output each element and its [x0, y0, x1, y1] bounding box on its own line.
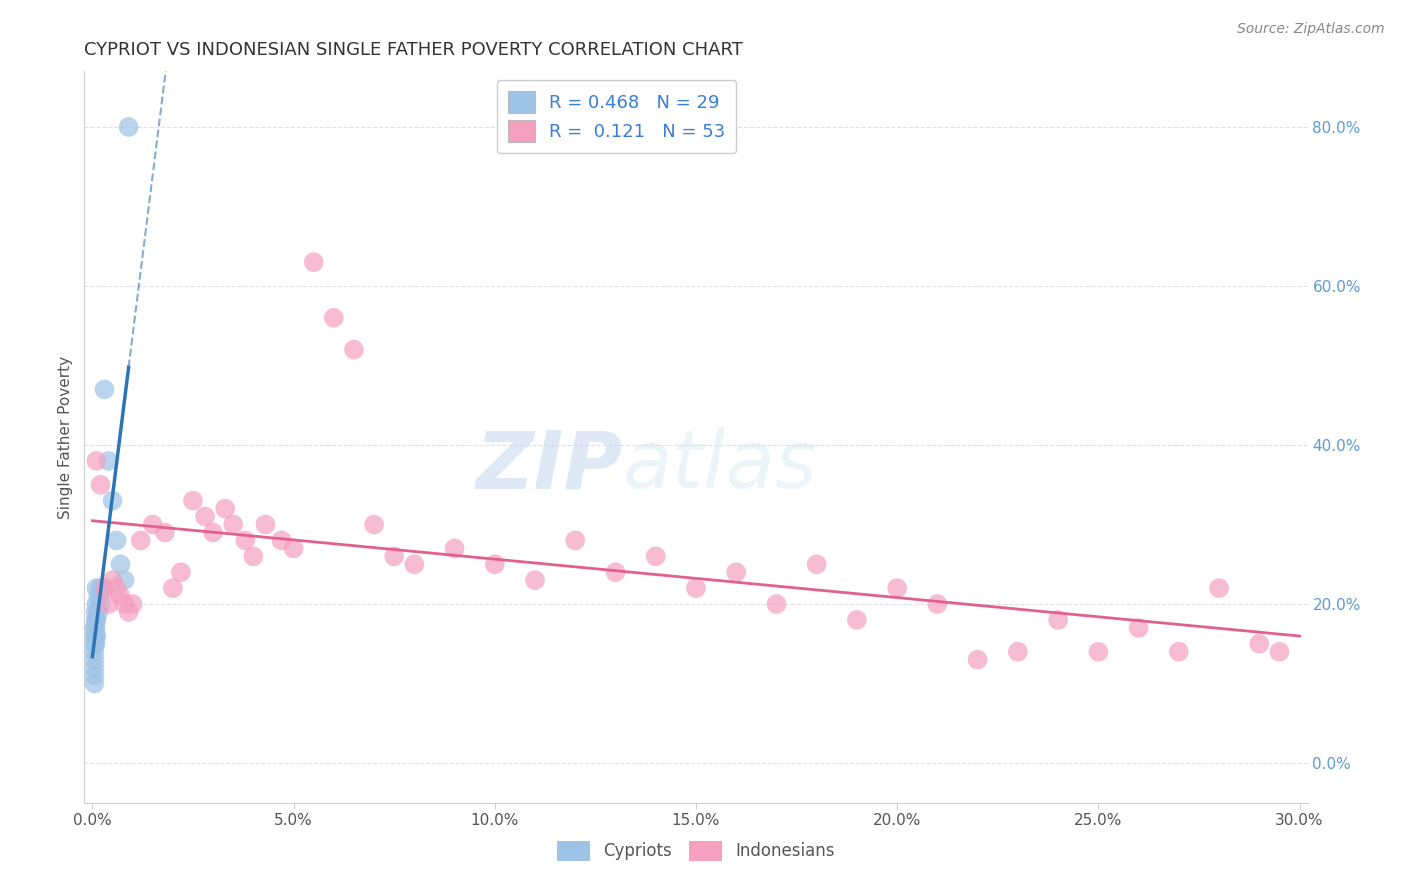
Point: [404, 558, 426, 572]
Point: [121, 597, 143, 611]
Point: [927, 597, 949, 611]
Point: [233, 533, 256, 548]
Point: [322, 310, 344, 325]
Point: [363, 517, 385, 532]
Point: [270, 533, 292, 548]
Point: [89, 581, 111, 595]
Text: CYPRIOT VS INDONESIAN SINGLE FATHER POVERTY CORRELATION CHART: CYPRIOT VS INDONESIAN SINGLE FATHER POVE…: [84, 41, 744, 59]
Point: [254, 517, 277, 532]
Point: [343, 343, 366, 357]
Text: Source: ZipAtlas.com: Source: ZipAtlas.com: [1237, 22, 1385, 37]
Point: [524, 573, 547, 587]
Point: [83, 668, 105, 682]
Text: atlas: atlas: [623, 427, 817, 506]
Point: [105, 533, 128, 548]
Point: [97, 597, 120, 611]
Point: [222, 517, 245, 532]
Point: [117, 605, 139, 619]
Point: [142, 517, 165, 532]
Point: [1167, 645, 1189, 659]
Point: [685, 581, 707, 595]
Point: [83, 676, 105, 690]
Point: [484, 558, 506, 572]
Point: [242, 549, 264, 564]
Point: [181, 493, 204, 508]
Point: [87, 605, 110, 619]
Point: [806, 558, 828, 572]
Point: [83, 621, 105, 635]
Point: [564, 533, 586, 548]
Point: [170, 566, 193, 580]
Y-axis label: Single Father Poverty: Single Father Poverty: [58, 356, 73, 518]
Point: [86, 581, 108, 595]
Point: [87, 589, 110, 603]
Point: [93, 581, 115, 595]
Point: [83, 660, 105, 674]
Point: [443, 541, 465, 556]
Point: [214, 501, 236, 516]
Point: [1249, 637, 1271, 651]
Point: [83, 645, 105, 659]
Point: [1087, 645, 1109, 659]
Point: [84, 629, 107, 643]
Point: [83, 653, 105, 667]
Point: [114, 597, 136, 611]
Point: [765, 597, 787, 611]
Point: [84, 605, 107, 619]
Point: [1128, 621, 1150, 635]
Point: [202, 525, 225, 540]
Point: [86, 629, 108, 643]
Point: [101, 573, 124, 587]
Point: [83, 637, 105, 651]
Point: [83, 629, 105, 643]
Point: [84, 613, 107, 627]
Point: [117, 120, 139, 134]
Legend: Cypriots, Indonesians: Cypriots, Indonesians: [550, 834, 842, 868]
Text: ZIP: ZIP: [475, 427, 623, 506]
Point: [1007, 645, 1029, 659]
Point: [105, 581, 128, 595]
Point: [129, 533, 152, 548]
Point: [845, 613, 868, 627]
Point: [382, 549, 405, 564]
Point: [86, 613, 108, 627]
Point: [1268, 645, 1291, 659]
Point: [194, 509, 217, 524]
Point: [162, 581, 184, 595]
Point: [89, 597, 111, 611]
Point: [302, 255, 325, 269]
Point: [89, 477, 111, 491]
Point: [93, 383, 115, 397]
Point: [110, 589, 132, 603]
Point: [110, 558, 132, 572]
Point: [114, 573, 136, 587]
Point: [153, 525, 176, 540]
Point: [84, 621, 107, 635]
Point: [605, 566, 627, 580]
Point: [93, 581, 115, 595]
Point: [725, 566, 748, 580]
Point: [283, 541, 305, 556]
Point: [86, 454, 108, 468]
Point: [84, 637, 107, 651]
Point: [886, 581, 908, 595]
Point: [1047, 613, 1070, 627]
Point: [101, 493, 124, 508]
Point: [966, 653, 988, 667]
Point: [97, 454, 120, 468]
Point: [644, 549, 666, 564]
Point: [1208, 581, 1230, 595]
Point: [86, 597, 108, 611]
